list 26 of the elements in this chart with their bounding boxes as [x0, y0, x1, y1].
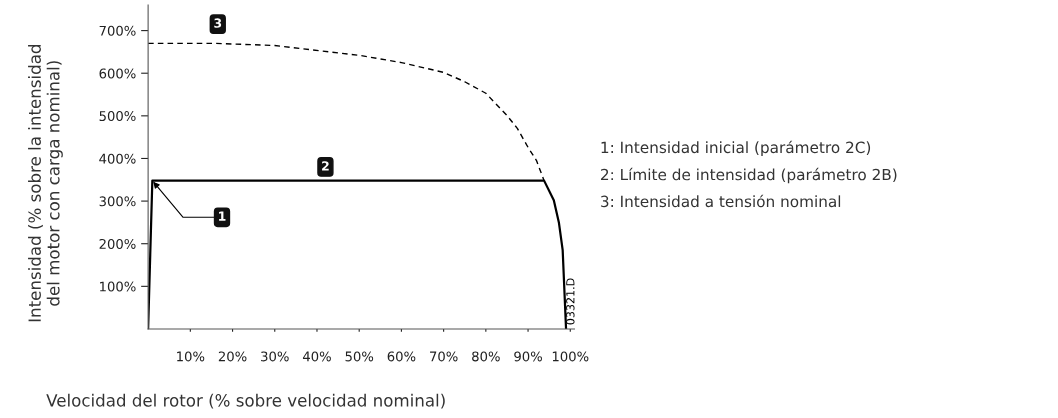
y-axis-title: Intensidad (% sobre la intensidad del motor con carga nominal): [28, 45, 63, 322]
y-tick-label: 100%: [100, 281, 136, 292]
x-tick-label: 60%: [387, 351, 416, 362]
y-tick-label: 600%: [99, 68, 136, 79]
annotation: 03321.D: [566, 278, 575, 325]
y-tick-label: 200%: [99, 238, 136, 249]
x-tick-label: 40%: [302, 351, 331, 362]
x-tick-label: 50%: [345, 351, 374, 362]
x-tick-label: 80%: [472, 351, 500, 362]
text: 1: Intensidad inicial (parámetro 2C): [601, 140, 871, 157]
text: 3: Intensidad a tensión nominal: [601, 194, 841, 208]
annotation: 3: [214, 18, 222, 28]
y-tick-label: 500%: [99, 111, 136, 122]
y-tick-label: 400%: [99, 153, 136, 164]
annotation: 2: [322, 161, 329, 171]
annotation: 1: [219, 211, 226, 221]
x-tick-label: 70%: [430, 351, 458, 362]
text: 2: Límite de intensidad (parámetro 2B): [601, 167, 897, 184]
x-tick-label: 30%: [261, 351, 289, 362]
x-tick-label: 20%: [218, 351, 247, 362]
x-tick-label: 10%: [177, 351, 205, 362]
x-tick-label: 100%: [552, 351, 589, 362]
y-tick-label: 300%: [99, 196, 136, 207]
x-tick-label: 90%: [514, 351, 542, 362]
x-axis-title: Velocidad del rotor (% sobre velocidad nominal): [46, 393, 445, 409]
y-tick-label: 700%: [99, 25, 136, 36]
